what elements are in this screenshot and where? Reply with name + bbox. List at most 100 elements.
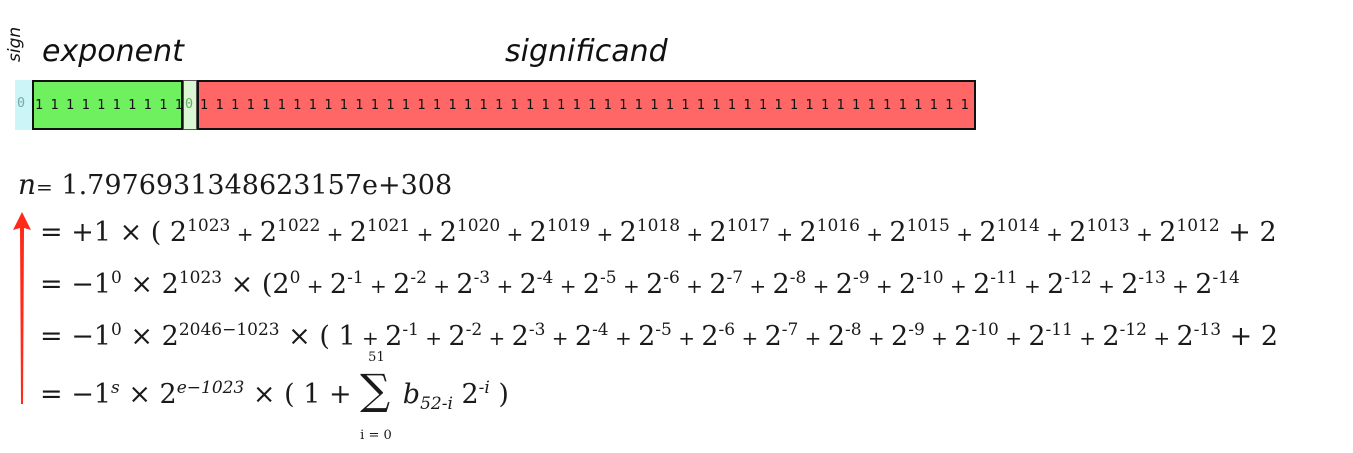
line3-term: 2-12 — [1102, 320, 1147, 352]
expansion-line-1: = +1 × ( 21023 + 21022 + 21021 + 21020 +… — [40, 216, 1277, 251]
line2-term-exp: -7 — [726, 268, 744, 288]
line3-mid: × 2 — [121, 321, 179, 352]
line4-b: b — [402, 379, 421, 410]
line3-plus: + — [924, 326, 955, 350]
line2-term: 2-5 — [582, 268, 617, 300]
line2-term: 2-14 — [1195, 268, 1240, 300]
line2-term: 2-8 — [772, 268, 807, 300]
line4-open: × ( 1 + — [244, 379, 361, 410]
line3-term: 2-4 — [574, 320, 609, 352]
line3-term-exp: -6 — [718, 320, 736, 340]
sign-bits: 0 — [17, 96, 25, 111]
line3-term-exp: -13 — [1193, 320, 1222, 340]
line4-two: 2 — [452, 379, 479, 410]
line1-term: 21015 — [889, 216, 950, 248]
line2-term-exp: -14 — [1212, 268, 1240, 288]
line3-plus: + — [998, 326, 1029, 350]
line3-term-exp: -12 — [1119, 320, 1147, 340]
line2-plus: + — [806, 274, 836, 298]
line1-plus: + — [680, 222, 710, 246]
line3-term-exp: -4 — [592, 320, 609, 340]
line3-plus: + — [735, 326, 765, 350]
line2-term: 2-9 — [835, 268, 870, 300]
line3-mid-exp: 2046−1023 — [178, 320, 280, 340]
line3-plus: + — [671, 326, 702, 350]
line1-term-exp: 1019 — [546, 216, 591, 236]
significand-bit-field: 1 1 1 1 1 1 1 1 1 1 1 1 1 1 1 1 1 1 1 1 … — [197, 80, 976, 130]
line1-term: 21021 — [349, 216, 411, 248]
value-number: 1.7976931348623157e+308 — [61, 170, 453, 201]
line3-term-exp: -1 — [402, 320, 419, 340]
line3-prefix: = −1 — [40, 321, 112, 352]
line3-plus: + — [798, 326, 828, 350]
line1-terms: 21023 + 21022 + 21021 + 21020 + 21019 + … — [170, 217, 1228, 248]
line3-open: × ( 1 — [279, 321, 356, 352]
line2-plus: + — [1017, 274, 1048, 298]
line3-plus: + — [418, 326, 449, 350]
line3-term: 2-11 — [1028, 320, 1073, 352]
line3-plus: + — [545, 326, 575, 350]
line1-term-exp: 1012 — [1176, 216, 1220, 236]
line1-term-exp: 1016 — [816, 216, 860, 236]
line3-term: 2-9 — [891, 320, 925, 352]
line2-sign-exp: 0 — [111, 268, 122, 288]
line1-plus: + — [859, 222, 890, 246]
exponent-bit-field: 1 1 1 1 1 1 1 1 1 1 0 — [32, 80, 183, 130]
line1-term-exp: 1023 — [187, 216, 231, 236]
hidden-bit: 0 — [185, 97, 193, 112]
line2-term: 2-3 — [456, 268, 491, 300]
line2-term: 2-2 — [393, 268, 427, 300]
line3-term-exp: -9 — [908, 320, 925, 340]
line3-term-exp: -2 — [465, 320, 483, 340]
line3-term: 2-1 — [385, 320, 419, 352]
significand-bits: 1 1 1 1 1 1 1 1 1 1 1 1 1 1 1 1 1 1 1 1 … — [200, 98, 976, 113]
line2-plus: + — [943, 274, 974, 298]
line1-term-exp: 1020 — [456, 216, 501, 236]
line2-plus: + — [426, 274, 457, 298]
summation-symbol: 51 ∑ i = 0 — [360, 350, 394, 443]
line2-mid-exp: 1023 — [178, 268, 223, 288]
line2-term: 2-7 — [709, 268, 744, 300]
line2-plus: + — [363, 274, 394, 298]
line2-plus: + — [616, 274, 647, 298]
line1-plus: + — [590, 222, 620, 246]
line2-term-exp: -4 — [536, 268, 554, 288]
line1-term-exp: 1022 — [277, 216, 321, 236]
line3-tail: + 2 — [1229, 321, 1279, 352]
line2-term-exp: -9 — [852, 268, 870, 288]
line1-plus: + — [1129, 222, 1160, 246]
line1-plus: + — [230, 222, 260, 246]
line2-term-exp: -12 — [1064, 268, 1092, 288]
line2-term-exp: -2 — [410, 268, 427, 288]
line3-term: 2-3 — [511, 320, 546, 352]
line3-term: 2-2 — [448, 320, 483, 352]
line1-term: 21017 — [709, 216, 770, 248]
significand-label: significand — [505, 34, 668, 69]
line3-term: 2-7 — [764, 320, 799, 352]
line1-tail: + 2 — [1228, 217, 1277, 248]
line2-term-exp: -13 — [1138, 268, 1166, 288]
line1-plus: + — [410, 222, 440, 246]
line4-b-sub: 52-i — [420, 394, 453, 414]
line1-term: 21018 — [619, 216, 681, 248]
line2-plus: + — [300, 274, 330, 298]
line2-term: 2-6 — [646, 268, 680, 300]
line2-plus: + — [490, 274, 520, 298]
line3-term-exp: -11 — [1045, 320, 1073, 340]
line2-plus: + — [743, 274, 773, 298]
line2-term-exp: -11 — [990, 268, 1018, 288]
line4-mid: × 2 — [119, 379, 177, 410]
line1-plus: + — [770, 222, 800, 246]
line3-term: 2-5 — [638, 320, 672, 352]
line2-terms: 20 + 2-1 + 2-2 + 2-3 + 2-4 + 2-5 + 2-6 +… — [272, 269, 1239, 300]
sign-label: sign — [5, 26, 25, 62]
line3-term-exp: -3 — [528, 320, 546, 340]
line2-term-exp: -8 — [789, 268, 807, 288]
general-formula-line: = −1s × 2e−1023 × ( 1 + 51 ∑ i = 0 b52-i 2… — [40, 350, 509, 443]
line4-prefix: = −1 — [40, 379, 112, 410]
line1-prefix: = +1 × ( — [40, 217, 170, 248]
line3-term: 2-13 — [1176, 320, 1222, 352]
line3-plus: + — [608, 326, 639, 350]
sign-bit-field: 0 — [15, 80, 32, 130]
line1-plus: + — [949, 222, 980, 246]
